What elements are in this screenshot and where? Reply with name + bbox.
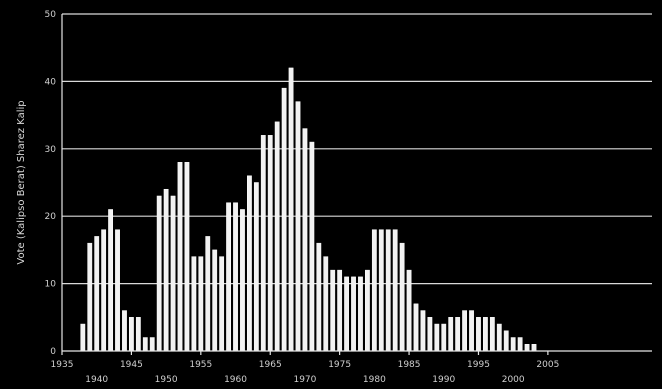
bar-2000 <box>510 337 516 352</box>
bar-1943 <box>115 229 120 352</box>
y-tick-labels: 0 10 20 30 40 50 <box>45 10 57 357</box>
axes <box>61 14 652 352</box>
bar-1968 <box>288 67 294 352</box>
bar-1955 <box>198 256 204 352</box>
y-axis-label: Vote (Kalipso Berat) Sharez Kalip <box>16 100 27 264</box>
bar-1989 <box>434 323 440 352</box>
bar-1940 <box>94 236 100 352</box>
x-tick-label: 2000 <box>502 375 525 385</box>
bar-1992 <box>455 317 461 352</box>
bar-1950 <box>163 188 169 352</box>
y-tick-label: 30 <box>45 145 57 155</box>
bar-1942 <box>108 209 113 352</box>
bar-1962 <box>247 175 252 352</box>
bar-1961 <box>240 209 245 352</box>
bar-1993 <box>462 310 467 352</box>
bar-1977 <box>351 276 356 352</box>
bar-1987 <box>420 310 426 352</box>
bar-1960 <box>233 202 238 352</box>
bar-1958 <box>219 256 225 352</box>
bar-1985 <box>406 269 412 352</box>
x-tick-label: 1990 <box>432 375 455 385</box>
bar-2003 <box>531 344 537 352</box>
y-tick-label: 40 <box>45 77 57 87</box>
bar-1949 <box>156 195 162 352</box>
x-tick-label: 1965 <box>259 360 282 370</box>
bar-1970 <box>302 128 308 352</box>
x-tick-label: 1975 <box>328 360 351 370</box>
bar-1976 <box>344 276 349 352</box>
bar-1939 <box>87 242 93 352</box>
bars <box>80 67 537 352</box>
bar-1966 <box>274 121 280 352</box>
bar-1941 <box>101 229 107 352</box>
bar-1947 <box>142 337 148 352</box>
bar-1948 <box>149 337 155 352</box>
bar-1999 <box>503 330 509 352</box>
bar-1982 <box>385 229 391 352</box>
bar-1981 <box>378 229 384 352</box>
bar-1979 <box>365 269 370 352</box>
bar-1980 <box>371 229 377 352</box>
bar-1945 <box>129 317 134 352</box>
x-tick-label: 1970 <box>293 375 316 385</box>
y-tick-label: 20 <box>45 212 57 222</box>
x-tick-label: 1980 <box>363 375 386 385</box>
bar-1954 <box>191 256 197 352</box>
x-tick-label: 1945 <box>120 360 143 370</box>
bar-1978 <box>358 276 363 352</box>
y-tick-label: 10 <box>45 280 57 290</box>
bar-1965 <box>267 135 273 352</box>
bar-1983 <box>392 229 398 352</box>
bar-1971 <box>309 141 315 352</box>
bar-1991 <box>448 317 454 352</box>
bar-1969 <box>295 101 301 352</box>
bar-2002 <box>524 344 530 352</box>
x-tick-label: 1995 <box>467 360 490 370</box>
bar-1952 <box>177 162 183 352</box>
bar-1964 <box>260 135 266 352</box>
bar-1967 <box>281 87 287 352</box>
bar-1973 <box>323 256 329 352</box>
bar-2001 <box>517 337 523 352</box>
bar-1957 <box>212 249 218 352</box>
bar-1959 <box>226 202 231 352</box>
x-tick-label: 2005 <box>536 360 559 370</box>
bar-1994 <box>469 310 474 352</box>
bar-1975 <box>337 269 343 352</box>
bar-1951 <box>170 195 176 352</box>
x-tick-label: 1985 <box>398 360 421 370</box>
bar-1998 <box>496 323 502 352</box>
x-tick-label: 1960 <box>224 375 247 385</box>
bar-1990 <box>441 323 447 352</box>
bar-1974 <box>330 269 336 352</box>
x-tick-label: 1950 <box>155 375 178 385</box>
gridlines <box>62 13 652 285</box>
x-tick-label: 1935 <box>51 360 74 370</box>
x-tick-labels: 1935 1945 1955 1965 1975 1985 1995 2005 1940 1950… <box>51 351 559 385</box>
bar-1946 <box>135 317 141 352</box>
bar-1944 <box>122 310 127 352</box>
bar-1988 <box>427 317 433 352</box>
bar-1938 <box>80 323 86 352</box>
bar-1963 <box>253 182 259 352</box>
bar-1997 <box>489 317 495 352</box>
bar-1972 <box>316 242 322 352</box>
bar-1986 <box>413 303 419 352</box>
y-tick-label: 0 <box>50 347 56 357</box>
bar-1996 <box>483 317 488 352</box>
x-tick-label: 1955 <box>189 360 212 370</box>
y-tick-label: 50 <box>45 10 57 20</box>
bar-1956 <box>205 236 211 352</box>
bar-1995 <box>476 317 481 352</box>
bar-1984 <box>399 242 405 352</box>
x-tick-label: 1940 <box>85 375 108 385</box>
bar-1953 <box>184 162 190 352</box>
